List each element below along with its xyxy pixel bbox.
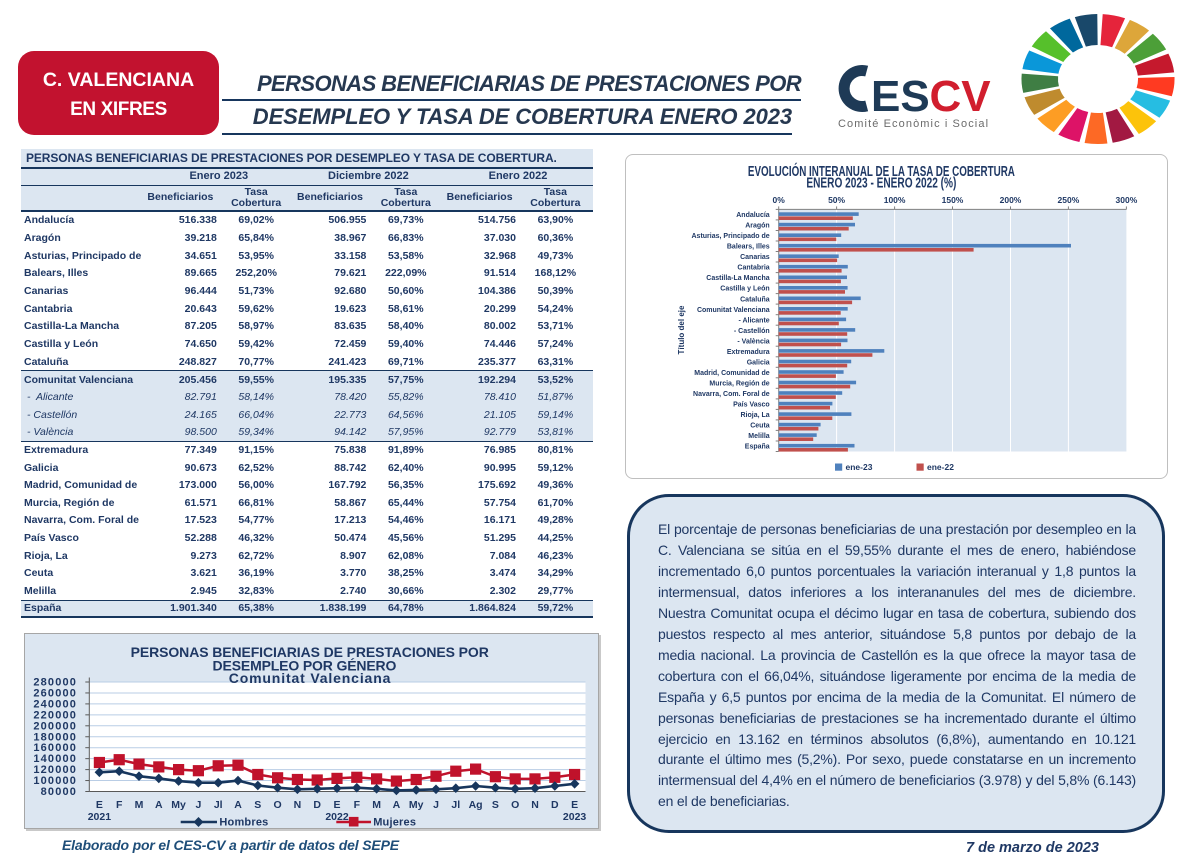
svg-text:Galicia: Galicia <box>747 359 770 366</box>
svg-text:D: D <box>551 799 559 811</box>
svg-text:My: My <box>409 799 424 811</box>
svg-text:Castilla-La Mancha: Castilla-La Mancha <box>706 275 770 282</box>
svg-text:Comité Econòmic i Social: Comité Econòmic i Social <box>838 118 989 130</box>
svg-text:ES: ES <box>871 72 930 121</box>
svg-text:Hombres: Hombres <box>219 816 268 828</box>
svg-text:100%: 100% <box>884 195 906 205</box>
svg-text:M: M <box>372 799 381 811</box>
svg-text:2023: 2023 <box>563 811 587 823</box>
svg-text:Ceuta: Ceuta <box>750 423 770 430</box>
svg-text:F: F <box>354 799 361 811</box>
svg-text:Cantabria: Cantabria <box>737 265 769 272</box>
svg-text:M: M <box>135 799 144 811</box>
svg-text:Canarias: Canarias <box>740 254 770 261</box>
svg-text:S: S <box>492 799 499 811</box>
svg-text:140000: 140000 <box>33 753 77 765</box>
svg-text:Cataluña: Cataluña <box>740 296 770 303</box>
svg-text:EVOLUCIÓN INTERANUAL DE LA TAS: EVOLUCIÓN INTERANUAL DE LA TASA DE COBER… <box>748 162 1015 180</box>
svg-text:200000: 200000 <box>33 720 77 732</box>
svg-text:ene-22: ene-22 <box>927 462 954 472</box>
svg-text:280000: 280000 <box>33 677 77 689</box>
svg-text:Asturias, Principado de: Asturias, Principado de <box>692 233 770 240</box>
svg-text:80000: 80000 <box>41 786 77 798</box>
svg-text:Castilla y León: Castilla y León <box>720 286 769 293</box>
svg-text:N: N <box>294 799 302 811</box>
svg-text:2021: 2021 <box>88 811 112 823</box>
svg-text:Andalucía: Andalucía <box>736 212 770 219</box>
svg-text:150%: 150% <box>942 195 964 205</box>
svg-text:N: N <box>531 799 539 811</box>
svg-text:PERSONAS BENEFICIARIAS DE PRES: PERSONAS BENEFICIARIAS DE PRESTACIONES P… <box>131 644 489 660</box>
svg-text:100000: 100000 <box>33 775 77 787</box>
svg-text:A: A <box>234 799 242 811</box>
svg-text:Mujeres: Mujeres <box>373 816 416 828</box>
svg-text:Jl: Jl <box>214 799 223 811</box>
svg-text:A: A <box>155 799 163 811</box>
svg-text:A: A <box>393 799 401 811</box>
svg-text:250%: 250% <box>1058 195 1080 205</box>
svg-text:180000: 180000 <box>33 731 77 743</box>
svg-text:300%: 300% <box>1116 195 1138 205</box>
svg-text:J: J <box>195 799 201 811</box>
svg-text:Rioja, La: Rioja, La <box>741 412 770 419</box>
svg-text:240000: 240000 <box>33 698 77 710</box>
svg-text:- Castellón: - Castellón <box>734 328 770 335</box>
svg-text:ENERO 2023 - ENERO 2022 (%): ENERO 2023 - ENERO 2022 (%) <box>806 175 956 191</box>
svg-text:S: S <box>254 799 261 811</box>
svg-text:Comunitat Valenciana: Comunitat Valenciana <box>697 307 770 314</box>
svg-text:200%: 200% <box>1000 195 1022 205</box>
svg-text:E: E <box>571 799 578 811</box>
svg-text:Murcia, Región de: Murcia, Región de <box>709 381 769 388</box>
svg-text:Madrid, Comunidad de: Madrid, Comunidad de <box>694 370 770 377</box>
svg-text:J: J <box>433 799 439 811</box>
svg-text:120000: 120000 <box>33 764 77 776</box>
svg-text:E: E <box>96 799 103 811</box>
svg-text:160000: 160000 <box>33 742 77 754</box>
svg-text:ene-23: ene-23 <box>846 462 873 472</box>
svg-text:Ag: Ag <box>469 799 483 811</box>
svg-text:50%: 50% <box>828 195 845 205</box>
svg-text:- València: - València <box>737 338 769 345</box>
svg-text:España: España <box>745 444 770 451</box>
svg-text:O: O <box>511 799 519 811</box>
svg-text:Melilla: Melilla <box>748 433 770 440</box>
svg-text:País Vasco: País Vasco <box>733 402 770 409</box>
svg-text:My: My <box>171 799 186 811</box>
svg-text:Comunitat Valenciana: Comunitat Valenciana <box>229 670 391 686</box>
svg-text:Jl: Jl <box>451 799 460 811</box>
svg-text:Navarra, Com. Foral de: Navarra, Com. Foral de <box>693 391 770 398</box>
svg-text:Aragón: Aragón <box>745 223 770 230</box>
svg-text:O: O <box>274 799 282 811</box>
svg-text:CV: CV <box>930 72 992 121</box>
svg-text:Título del eje: Título del eje <box>677 305 686 354</box>
svg-text:F: F <box>116 799 123 811</box>
svg-text:E: E <box>333 799 340 811</box>
svg-text:Balears, Illes: Balears, Illes <box>727 244 770 251</box>
svg-text:- Alicante: - Alicante <box>738 317 769 324</box>
svg-text:Extremadura: Extremadura <box>727 349 770 356</box>
svg-text:2022: 2022 <box>325 811 349 823</box>
svg-text:0%: 0% <box>773 195 786 205</box>
svg-text:220000: 220000 <box>33 709 77 721</box>
svg-text:DESEMPLEO POR GÉNERO: DESEMPLEO POR GÉNERO <box>213 658 397 674</box>
svg-text:D: D <box>313 799 321 811</box>
svg-text:260000: 260000 <box>33 687 77 699</box>
